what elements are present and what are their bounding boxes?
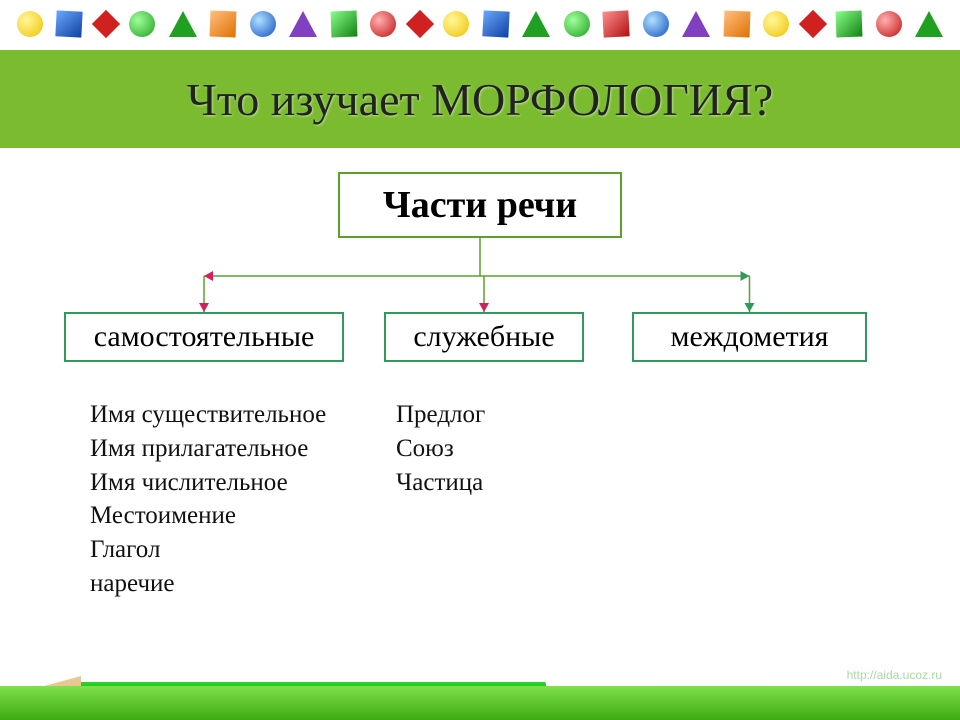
list-item: Частица: [396, 466, 485, 500]
tree-root-label: Части речи: [383, 183, 577, 227]
decor-shape: [56, 10, 83, 37]
decor-shape: [522, 11, 550, 37]
decor-shape: [915, 11, 943, 37]
decor-shape: [406, 10, 434, 38]
tree-child-label: самостоятельные: [94, 320, 315, 354]
footer-url: http://aida.ucoz.ru: [847, 668, 942, 682]
decor-shape: [682, 11, 710, 37]
tree-child-interjections: междометия: [632, 312, 867, 362]
decor-shape: [443, 11, 469, 37]
tree-child-label: междометия: [671, 320, 829, 354]
decor-shape: [799, 10, 827, 38]
list-independent: Имя существительноеИмя прилагательноеИмя…: [90, 398, 326, 601]
decor-shape: [370, 11, 396, 37]
tree-root: Части речи: [338, 172, 622, 238]
decor-shape: [564, 11, 590, 37]
decor-shape: [289, 11, 317, 37]
list-item: наречие: [90, 567, 326, 601]
decor-shape: [603, 10, 630, 37]
list-item: Имя числительное: [90, 466, 326, 500]
list-item: Имя существительное: [90, 398, 326, 432]
list-item: Глагол: [90, 533, 326, 567]
decor-shape: [643, 11, 669, 37]
decor-shape: [17, 11, 43, 37]
list-auxiliary: ПредлогСоюзЧастица: [396, 398, 485, 499]
tree-child-independent: самостоятельные: [64, 312, 344, 362]
decor-shape: [876, 11, 902, 37]
decor-shape: [482, 10, 509, 37]
list-item: Союз: [396, 432, 485, 466]
decor-shape: [250, 11, 276, 37]
tree-child-label: служебные: [413, 320, 554, 354]
decor-shape: [129, 11, 155, 37]
list-item: Местоимение: [90, 499, 326, 533]
decor-shape: [836, 11, 863, 38]
decor-shape: [210, 11, 237, 38]
top-shape-border: [0, 0, 960, 48]
bottom-green-band: [0, 686, 960, 720]
list-item: Предлог: [396, 398, 485, 432]
title-bar: Что изучает МОРФОЛОГИЯ?: [0, 50, 960, 148]
decor-shape: [723, 11, 750, 38]
decor-shape: [92, 10, 120, 38]
tree-child-auxiliary: служебные: [384, 312, 584, 362]
decor-shape: [763, 11, 789, 37]
decor-shape: [169, 11, 197, 37]
slide-title: Что изучает МОРФОЛОГИЯ?: [187, 73, 773, 126]
decor-shape: [330, 11, 357, 38]
list-item: Имя прилагательное: [90, 432, 326, 466]
